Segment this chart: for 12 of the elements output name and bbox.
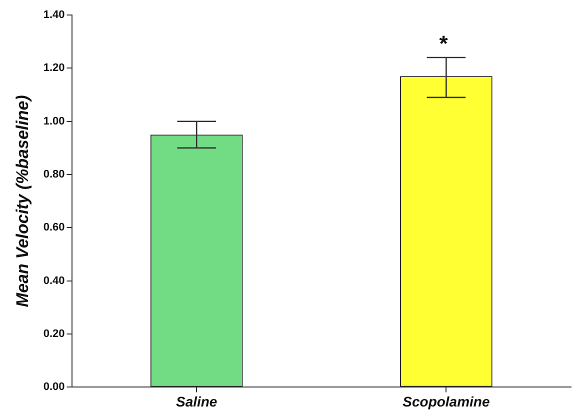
y-tick-label: 1.00 <box>43 115 65 128</box>
x-tick-label: Saline <box>176 393 218 410</box>
y-tick-label: 0.60 <box>43 222 65 234</box>
y-tick-label: 1.40 <box>43 9 65 22</box>
annotation: * <box>439 31 448 56</box>
y-tick-label: 0.00 <box>43 381 65 394</box>
y-tick-label: 0.40 <box>43 274 65 287</box>
y-tick-label: 0.20 <box>43 328 65 340</box>
y-axis-title: Mean Velocity (%baseline) <box>12 94 32 308</box>
y-tick-label: 1.20 <box>43 62 65 74</box>
y-tick-label: 0.80 <box>43 168 65 181</box>
x-tick-label: Scopolamine <box>402 393 490 410</box>
